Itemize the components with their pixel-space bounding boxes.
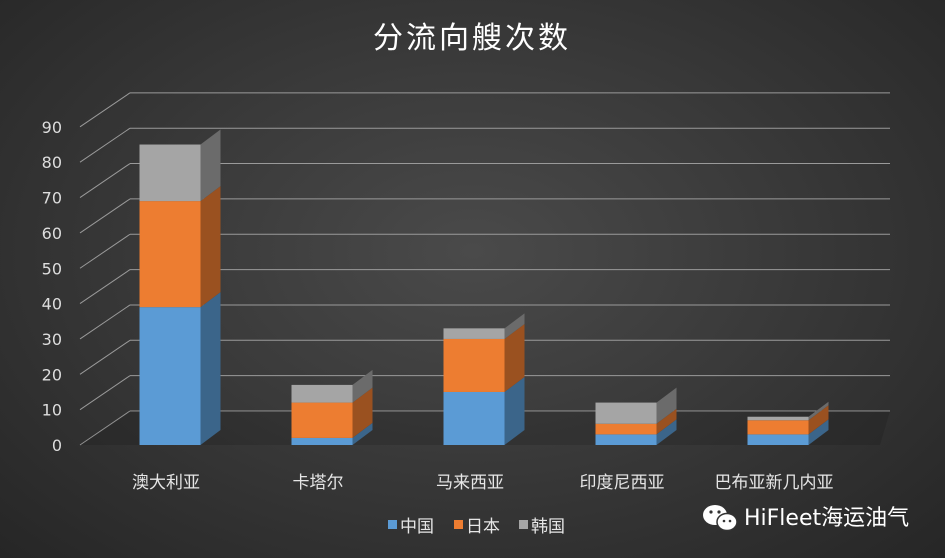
y-tick-label: 50 xyxy=(42,259,62,278)
bar-segment xyxy=(595,387,677,424)
bar-front xyxy=(139,144,201,202)
y-tick-label: 90 xyxy=(42,118,62,137)
bar-segment xyxy=(291,369,373,403)
bar-front xyxy=(443,391,505,445)
bar-segment xyxy=(747,405,829,435)
y-tick-label: 10 xyxy=(42,401,62,420)
gridline-diag xyxy=(79,304,131,340)
bar-segment xyxy=(443,323,525,392)
bar-front xyxy=(291,384,353,403)
bars xyxy=(139,129,829,445)
y-axis: 0 10 20 30 40 50 60 70 80 90 xyxy=(42,118,62,455)
y-tick-label: 70 xyxy=(42,189,62,208)
bar-front xyxy=(443,328,505,339)
legend-swatch xyxy=(388,520,397,529)
gridline-diag xyxy=(79,269,131,305)
legend-item: 中国 xyxy=(388,517,434,537)
bar-front xyxy=(595,434,657,445)
bar-front xyxy=(443,338,505,392)
bar-segment xyxy=(443,376,525,445)
gridline-diag xyxy=(79,233,131,269)
legend-label: 日本 xyxy=(466,517,500,537)
bar-segment xyxy=(595,419,677,445)
bar-segment xyxy=(139,292,221,445)
y-tick-label: 80 xyxy=(42,153,62,172)
x-category-label: 马来西亚 xyxy=(436,473,504,493)
legend-item: 韩国 xyxy=(519,517,565,537)
bar-front xyxy=(747,420,809,435)
wechat-icon xyxy=(703,505,738,532)
bar-segment xyxy=(139,186,221,308)
bar-side xyxy=(200,292,221,445)
bar-side xyxy=(200,129,221,202)
bar-side xyxy=(504,323,525,392)
gridline-diag xyxy=(79,198,131,234)
bar-front xyxy=(139,307,201,445)
bar-front xyxy=(747,416,809,421)
gridline-diag xyxy=(79,339,131,375)
x-category-label: 印度尼西亚 xyxy=(580,473,665,493)
bar-side xyxy=(352,387,373,438)
legend-label: 中国 xyxy=(400,517,434,537)
bar-segment xyxy=(595,408,677,435)
bar-side xyxy=(656,408,677,435)
y-tick-label: 30 xyxy=(42,330,62,349)
legend-item: 日本 xyxy=(454,517,500,537)
bar-front xyxy=(595,402,657,424)
bar-front xyxy=(291,402,353,438)
bar-side xyxy=(808,419,829,445)
bar-front xyxy=(139,201,201,308)
bar-front xyxy=(291,437,353,445)
bar-side xyxy=(504,376,525,445)
legend-swatch xyxy=(454,520,463,529)
bar-side xyxy=(352,369,373,403)
gridline-diag xyxy=(79,163,131,198)
gridline-diag xyxy=(79,92,131,128)
bar-side xyxy=(504,313,525,339)
bar-side xyxy=(656,419,677,445)
y-tick-label: 0 xyxy=(52,436,62,455)
gridline-diag xyxy=(79,410,131,446)
x-category-label: 澳大利亚 xyxy=(132,473,200,493)
watermark: HiFleet海运油气 xyxy=(703,505,909,532)
legend: 中国 日本 韩国 xyxy=(388,517,565,537)
bar-front xyxy=(595,423,657,435)
bar-side xyxy=(808,401,829,421)
bar-segment xyxy=(747,401,829,421)
bar-side xyxy=(808,405,829,435)
legend-swatch xyxy=(519,520,528,529)
bar-segment xyxy=(291,422,373,445)
bar-side xyxy=(352,422,373,445)
bar-segment xyxy=(139,129,221,202)
chart-title: 分流向艘次数 xyxy=(373,21,571,56)
x-axis: 澳大利亚 卡塔尔 马来西亚 印度尼西亚 巴布亚新几内亚 xyxy=(132,473,834,493)
y-tick-label: 60 xyxy=(42,224,62,243)
x-category-label: 卡塔尔 xyxy=(293,473,344,493)
legend-label: 韩国 xyxy=(531,517,565,537)
gridline-diag xyxy=(79,375,131,411)
gridline-diag xyxy=(79,127,131,163)
watermark-text: HiFleet海运油气 xyxy=(744,506,909,531)
y-tick-label: 40 xyxy=(42,295,62,314)
bar-segment xyxy=(291,387,373,438)
y-tick-label: 20 xyxy=(42,365,62,384)
bar-side xyxy=(200,186,221,308)
bar-side xyxy=(656,387,677,424)
x-category-label: 巴布亚新几内亚 xyxy=(715,473,834,493)
bar-front xyxy=(747,434,809,445)
bar-segment xyxy=(443,313,525,339)
bar-segment xyxy=(747,419,829,445)
